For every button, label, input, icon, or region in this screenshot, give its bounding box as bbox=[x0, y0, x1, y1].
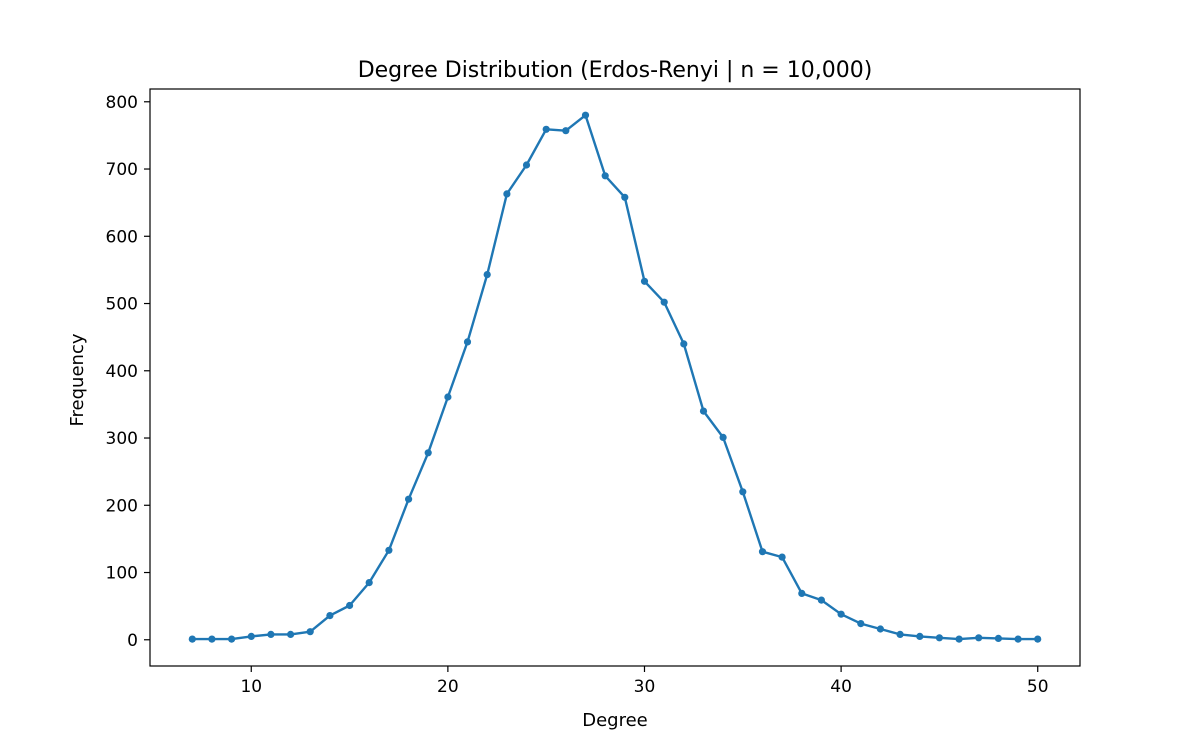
data-point bbox=[621, 193, 629, 201]
data-point bbox=[778, 553, 786, 561]
data-point bbox=[581, 111, 590, 119]
data-point bbox=[503, 190, 511, 198]
data-point bbox=[798, 589, 806, 598]
data-point bbox=[680, 340, 688, 348]
data-point bbox=[444, 393, 452, 401]
data-point bbox=[542, 125, 550, 133]
plot-area bbox=[188, 111, 1042, 643]
x-tick-label: 50 bbox=[1027, 677, 1049, 697]
chart-title: Degree Distribution (Erdos-Renyi | n = 1… bbox=[358, 58, 873, 83]
data-point bbox=[1034, 635, 1042, 643]
x-tick-label: 10 bbox=[240, 677, 262, 697]
x-tick-label: 20 bbox=[437, 677, 459, 697]
data-point bbox=[385, 546, 393, 554]
data-point bbox=[916, 632, 924, 641]
data-point bbox=[365, 579, 373, 587]
data-point bbox=[601, 172, 609, 180]
data-point bbox=[483, 271, 491, 279]
data-point bbox=[1014, 635, 1022, 643]
y-tick-label: 200 bbox=[106, 496, 138, 516]
y-tick-label: 400 bbox=[106, 362, 138, 382]
data-point bbox=[306, 628, 314, 636]
data-point bbox=[660, 298, 668, 306]
data-point bbox=[739, 488, 747, 496]
data-point bbox=[817, 596, 826, 604]
data-point bbox=[228, 635, 236, 643]
y-axis-ticks: 0 100 200 300 400 500 600 700 800 bbox=[106, 93, 150, 651]
data-point bbox=[463, 338, 472, 346]
y-tick-label: 500 bbox=[106, 295, 138, 315]
data-point bbox=[247, 632, 255, 641]
y-tick-label: 700 bbox=[106, 160, 138, 180]
data-point bbox=[837, 610, 845, 618]
y-tick-label: 0 bbox=[127, 631, 138, 651]
data-point bbox=[326, 612, 334, 620]
y-tick-label: 100 bbox=[106, 564, 138, 584]
data-point bbox=[994, 634, 1003, 643]
axes-frame bbox=[149, 88, 1081, 667]
data-point bbox=[424, 449, 432, 457]
data-point bbox=[188, 635, 196, 643]
x-tick-label: 40 bbox=[830, 677, 852, 697]
y-tick-label: 600 bbox=[106, 227, 138, 247]
y-tick-label: 800 bbox=[106, 93, 138, 113]
data-point bbox=[208, 635, 216, 643]
data-point bbox=[562, 127, 570, 135]
data-point bbox=[522, 161, 531, 169]
x-axis-ticks: 10 20 30 40 50 bbox=[240, 666, 1049, 697]
data-point bbox=[758, 548, 767, 556]
data-point bbox=[640, 277, 649, 285]
data-point bbox=[719, 433, 727, 441]
data-point bbox=[346, 601, 354, 610]
x-axis-label: Degree bbox=[582, 710, 648, 731]
data-point bbox=[955, 635, 963, 643]
data-point bbox=[857, 620, 865, 628]
y-axis-label: Frequency bbox=[67, 333, 88, 426]
data-point bbox=[699, 407, 708, 415]
data-point bbox=[876, 625, 885, 633]
data-point bbox=[975, 634, 983, 642]
data-point bbox=[896, 630, 904, 639]
data-point bbox=[287, 630, 295, 639]
y-tick-label: 300 bbox=[106, 429, 138, 449]
data-point bbox=[405, 495, 413, 503]
data-point bbox=[935, 634, 944, 642]
x-tick-label: 30 bbox=[634, 677, 656, 697]
data-point bbox=[267, 630, 275, 639]
